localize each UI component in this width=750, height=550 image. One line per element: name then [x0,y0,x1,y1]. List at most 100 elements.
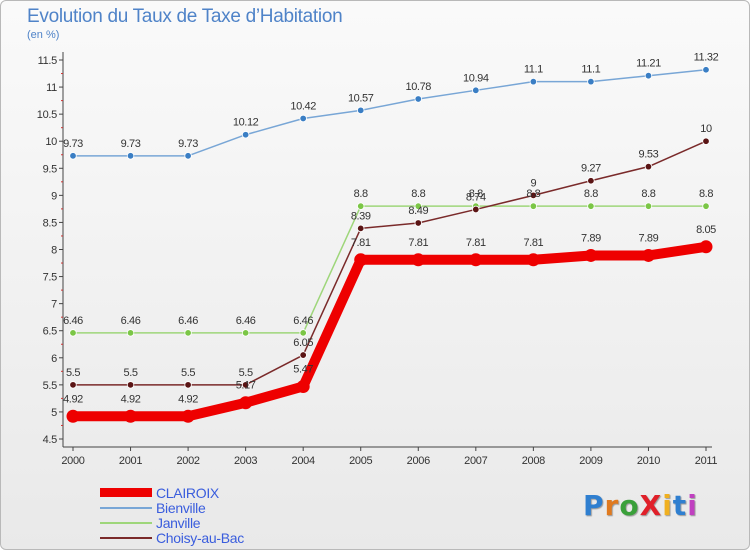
data-point-janville [357,202,365,210]
data-label-bienville: 10.12 [233,117,259,129]
data-label-choisy-au-bac: 5.5 [239,367,253,379]
y-tick-label: 10 [45,136,57,148]
data-label-clairoix: 8.05 [696,224,716,236]
legend-swatch-choisy-au-bac [100,537,152,539]
data-point-janville [184,329,192,337]
data-label-choisy-au-bac: 10 [700,123,712,135]
data-label-choisy-au-bac: 9 [531,177,537,189]
y-tick-label: 7 [51,299,57,311]
data-label-janville: 8.8 [469,188,483,200]
data-point-clairoix [181,409,195,423]
data-label-bienville: 10.42 [290,100,316,112]
y-tick-label: 9 [51,190,57,202]
data-label-bienville: 9.73 [178,138,198,150]
data-point-janville [69,329,77,337]
y-tick-label: 11 [46,82,57,94]
y-tick-label: 4.5 [43,434,58,446]
data-point-clairoix [124,409,138,423]
data-point-choisy-au-bac [472,205,480,214]
data-label-clairoix: 5.17 [236,380,256,392]
data-point-janville [241,329,250,337]
logo-letter: i [687,489,698,522]
logo-letter: X [639,489,663,522]
data-point-choisy-au-bac [644,162,653,171]
data-point-clairoix [411,253,425,267]
data-label-janville: 8.8 [584,188,598,200]
legend-label-choisy-au-bac: Choisy-au-Bac [156,530,244,546]
y-tick-label: 9.5 [43,163,58,175]
y-tick-label: 11.5 [38,55,58,67]
data-label-janville: 6.46 [63,315,83,327]
data-label-janville: 6.46 [293,315,313,327]
y-tick-label: 5.5 [43,380,58,392]
data-label-janville: 8.8 [699,188,713,200]
data-label-choisy-au-bac: 6.05 [293,337,313,349]
data-point-choisy-au-bac [126,381,135,389]
data-point-bienville [241,131,250,139]
data-point-janville [126,329,135,337]
data-label-janville: 6.46 [121,315,141,327]
data-point-bienville [299,114,307,123]
data-label-janville: 8.8 [354,188,368,200]
data-label-janville: 6.46 [178,315,198,327]
data-label-bienville: 9.73 [63,138,83,150]
data-point-clairoix [641,248,655,262]
data-label-clairoix: 4.92 [121,393,141,405]
series-line-janville [72,205,707,334]
data-point-bienville [357,106,365,115]
data-label-janville: 8.8 [411,188,425,200]
data-point-bienville [702,66,710,74]
series-line-clairoix [68,241,711,422]
data-point-choisy-au-bac [184,381,192,389]
data-label-bienville: 10.94 [463,72,489,84]
data-point-choisy-au-bac [414,219,422,227]
data-point-choisy-au-bac [299,351,307,359]
x-tick-label: 2003 [234,455,257,467]
series-line-bienville [72,68,707,157]
x-tick-label: 2008 [522,455,545,467]
data-point-choisy-au-bac [702,137,710,145]
logo-letter: P [583,489,605,522]
data-label-bienville: 10.78 [406,81,432,93]
data-label-choisy-au-bac: 8.49 [408,205,428,217]
y-tick-label: 6.5 [43,326,58,338]
y-tick-label: 8.5 [43,217,58,229]
x-tick-label: 2006 [407,455,430,467]
data-label-clairoix: 7.81 [466,237,486,249]
data-label-choisy-au-bac: 9.53 [639,149,659,161]
data-point-choisy-au-bac [587,177,595,185]
data-label-clairoix: 4.92 [178,393,198,405]
data-label-bienville: 9.73 [121,138,141,150]
y-tick-label: 7.5 [43,272,58,284]
data-label-clairoix: 4.92 [63,393,83,405]
legend-label-bienville: Bienville [156,500,206,516]
data-point-bienville [587,77,595,86]
data-point-janville [644,202,653,210]
legend-swatch-janville [100,522,152,524]
y-tick-label: 10.5 [37,109,57,121]
data-point-bienville [126,152,135,160]
data-point-clairoix [354,253,368,267]
data-label-choisy-au-bac: 8.74 [466,191,486,203]
data-point-bienville [69,152,77,160]
data-point-janville [414,202,422,210]
legend-swatch-clairoix [100,488,152,497]
data-point-clairoix [469,253,483,267]
x-tick-label: 2010 [637,455,660,467]
y-tick-label: 6 [51,353,57,365]
data-point-bienville [529,77,538,86]
legend-label-clairoix: CLAIROIX [156,485,219,501]
data-label-clairoix: 7.81 [408,237,428,249]
y-tick-label: 8 [51,245,57,257]
data-label-janville: 8.8 [641,188,655,200]
data-point-bienville [184,152,192,160]
data-point-clairoix [296,379,310,393]
data-point-choisy-au-bac [241,381,250,389]
chart-title: Evolution du Taux de Taxe d’Habitation [27,6,343,27]
x-tick-label: 2007 [464,455,487,467]
data-point-janville [587,202,595,210]
x-tick-label: 2000 [61,455,84,467]
data-point-choisy-au-bac [69,381,77,389]
